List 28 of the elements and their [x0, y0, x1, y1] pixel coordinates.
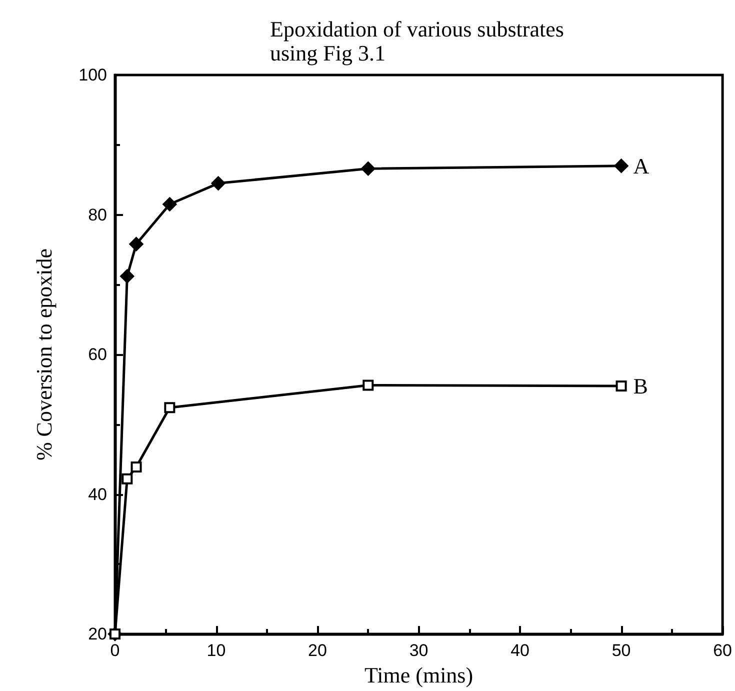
x-tick-label: 40: [510, 641, 530, 660]
y-tick-label: 100: [78, 66, 107, 84]
chart-title: Epoxidation of various substrates using Fig 3.1: [270, 16, 564, 66]
y-tick-label: 60: [88, 345, 107, 364]
y-axis-title: % Coversion to epoxide: [32, 248, 56, 461]
y-tick-label: 20: [88, 624, 107, 644]
point: [162, 197, 177, 212]
y-tick-label: 80: [88, 205, 107, 224]
x-axis-title: Time (mins): [364, 662, 474, 688]
x-tick-label: 30: [409, 641, 428, 660]
y-tick-label: 40: [88, 484, 107, 504]
series-label: A: [633, 153, 650, 178]
x-tick-label: 60: [713, 641, 732, 660]
series-label: B: [633, 373, 648, 398]
point: [130, 462, 142, 472]
point: [362, 380, 374, 391]
point: [614, 158, 628, 173]
point: [120, 269, 134, 284]
x-tick-label: 0: [110, 641, 120, 660]
point: [164, 402, 176, 414]
point: [129, 237, 144, 252]
x-tick-label: 20: [308, 641, 327, 660]
point: [122, 473, 133, 484]
x-tick-label: 10: [206, 641, 226, 660]
point: [211, 176, 226, 190]
x-tick-label: 50: [612, 641, 631, 660]
point: [361, 162, 376, 176]
point: [616, 380, 627, 392]
